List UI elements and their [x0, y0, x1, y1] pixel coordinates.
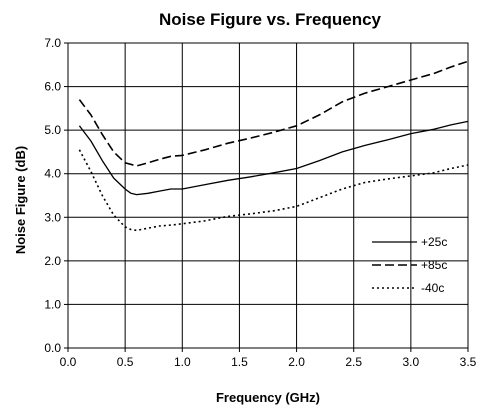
x-tick-label: 2.5: [345, 355, 362, 369]
series-line-dotted: [78, 149, 469, 232]
legend: +25c +85c -40c: [372, 235, 447, 295]
y-tick-label: 2.0: [44, 254, 61, 268]
x-tick-label: 1.0: [174, 355, 191, 369]
x-tick-label: 3.0: [403, 355, 420, 369]
y-tick-label: 1.0: [44, 297, 61, 311]
axis-ticks: 0.0 0.5 1.0 1.5 2.0 2.5 3.0 3.5 0.0 1.0 2.0 3.0 4.0 5…: [44, 36, 476, 369]
series-lines: [78, 60, 469, 232]
series-line-dashed: [78, 60, 469, 167]
y-tick-label: 5.0: [44, 123, 61, 137]
legend-label: +85c: [421, 258, 447, 272]
grid: [68, 43, 468, 348]
x-tick-label: 0.0: [60, 355, 77, 369]
y-tick-label: 4.0: [44, 167, 61, 181]
x-tick-label: 1.5: [231, 355, 248, 369]
x-tick-label: 3.5: [460, 355, 477, 369]
x-tick-label: 0.5: [117, 355, 134, 369]
y-axis-title: Noise Figure (dB): [13, 146, 28, 254]
series-line-solid: [78, 120, 469, 196]
y-tick-label: 7.0: [44, 36, 61, 50]
chart-title: Noise Figure vs. Frequency: [159, 10, 382, 29]
legend-label: -40c: [421, 281, 444, 295]
y-tick-label: 0.0: [44, 341, 61, 355]
x-axis-title: Frequency (GHz): [216, 390, 320, 405]
x-tick-label: 2.0: [288, 355, 305, 369]
y-tick-label: 3.0: [44, 210, 61, 224]
y-tick-label: 6.0: [44, 80, 61, 94]
legend-label: +25c: [421, 235, 447, 249]
plot-area: [67, 42, 469, 349]
